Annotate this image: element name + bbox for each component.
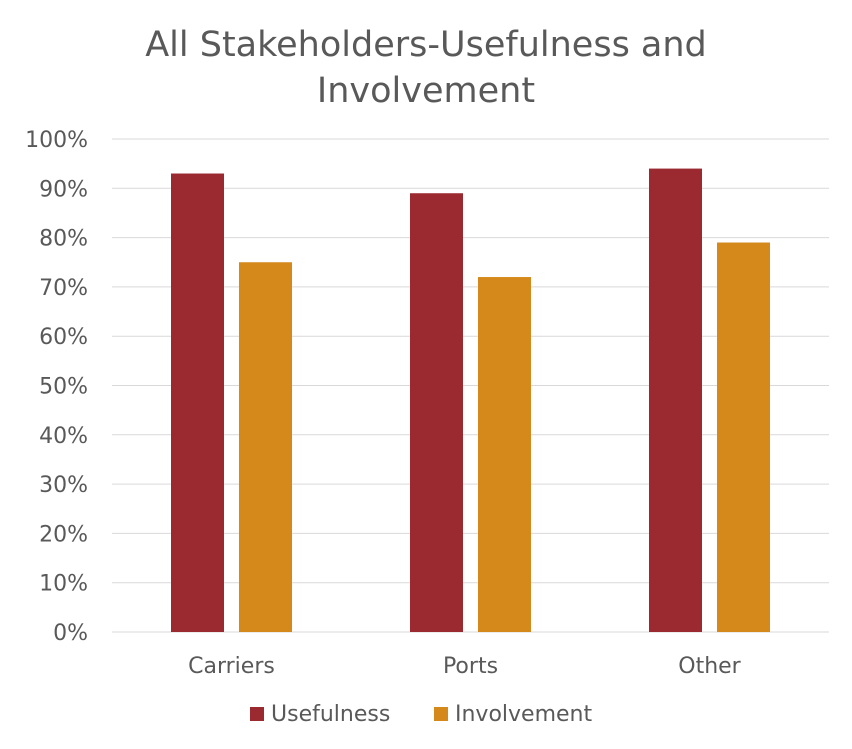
bar-usefulness-ports (410, 193, 463, 633)
bar-involvement-ports (478, 277, 531, 632)
legend: Usefulness Involvement (250, 702, 592, 727)
y-tick-label: 60% (39, 325, 88, 350)
bar-involvement-carriers (239, 262, 292, 632)
bar-involvement-other (717, 242, 770, 632)
x-category-label: Ports (443, 654, 498, 679)
y-tick-label: 0% (53, 621, 88, 646)
y-tick-label: 50% (39, 375, 88, 400)
y-tick-label: 100% (25, 128, 88, 153)
y-tick-label: 70% (39, 276, 88, 301)
bar-usefulness-other (649, 168, 702, 632)
x-category-label: Other (678, 654, 741, 679)
y-tick-label: 10% (39, 572, 88, 597)
x-category-label: Carriers (188, 654, 275, 679)
y-tick-label: 90% (39, 177, 88, 202)
x-axis-categories: Carriers Ports Other (188, 654, 742, 679)
y-tick-label: 30% (39, 473, 88, 498)
gridlines (112, 138, 829, 633)
legend-label: Involvement (455, 702, 592, 727)
y-axis-ticks: 0% 10% 20% 30% 40% 50% 60% 70% 80% 90% 100% (25, 128, 88, 646)
chart-title-line-2: Involvement (317, 71, 535, 111)
y-tick-label: 20% (39, 522, 88, 547)
bar-usefulness-carriers (171, 173, 224, 632)
chart-title-line-1: All Stakeholders-Usefulness and (145, 25, 707, 65)
legend-label: Usefulness (271, 702, 390, 727)
y-tick-label: 40% (39, 424, 88, 449)
bars (171, 168, 770, 633)
legend-swatch (434, 707, 448, 721)
legend-swatch (250, 707, 264, 721)
y-tick-label: 80% (39, 227, 88, 252)
